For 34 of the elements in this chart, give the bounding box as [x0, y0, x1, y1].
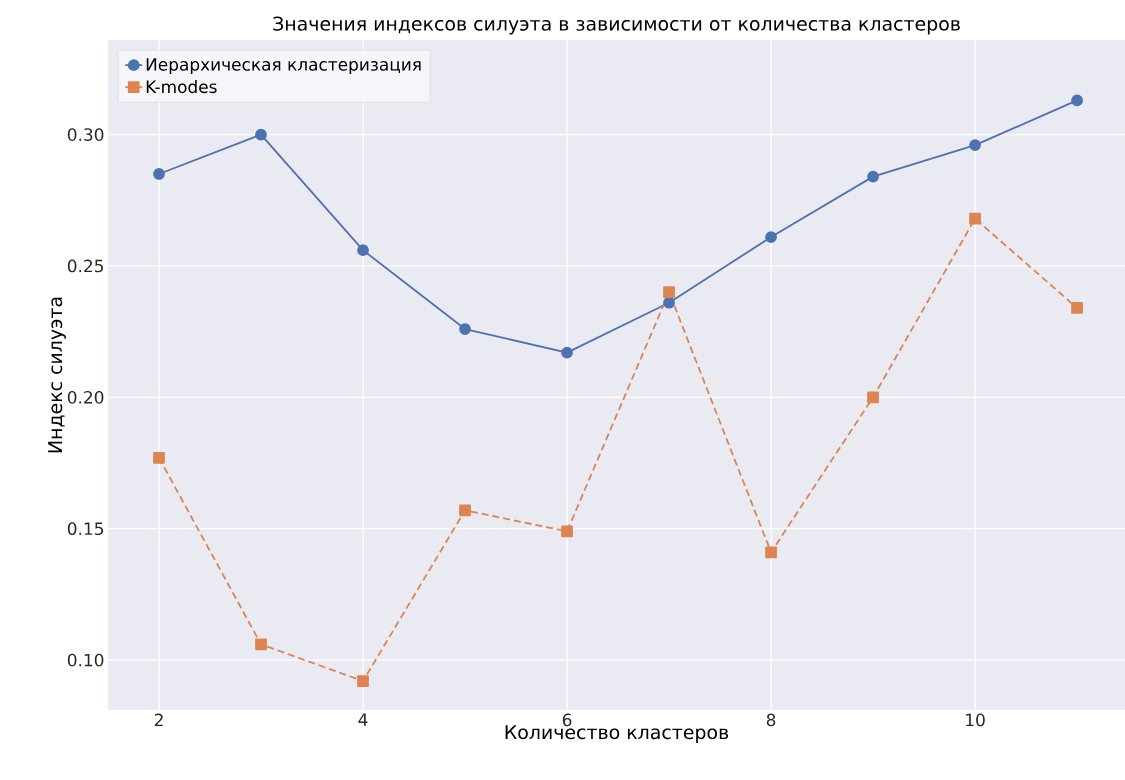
point — [765, 231, 777, 243]
y-tick-label: 0.20 — [67, 390, 104, 404]
y-tick-label: 0.25 — [67, 259, 103, 273]
legend-label: Иерархическая кластеризация — [146, 58, 421, 75]
point — [969, 212, 981, 225]
point — [663, 286, 675, 299]
x-tick-label: 6 — [562, 713, 572, 727]
x-tick-label: 8 — [766, 713, 776, 727]
legend-label: K-modes — [146, 80, 217, 94]
x-tick-label: 2 — [154, 713, 163, 727]
point — [255, 638, 267, 651]
point — [357, 675, 369, 687]
y-tick-label: 0.30 — [67, 128, 104, 141]
x-axis-title: Количество кластеров — [505, 725, 729, 743]
point — [459, 323, 471, 335]
point — [153, 168, 165, 180]
chart-title: Значения индексов силуэта в зависимости от количества кластеров — [273, 16, 960, 35]
x-tick-label: 10 — [966, 713, 985, 727]
point — [153, 451, 165, 464]
y-tick-label: 0.15 — [67, 522, 103, 536]
point — [255, 128, 267, 141]
point — [867, 391, 879, 404]
point — [765, 546, 777, 559]
point — [561, 346, 573, 359]
point — [357, 244, 369, 257]
point — [1071, 302, 1083, 314]
point — [867, 170, 879, 183]
y-tick-label: 0.10 — [67, 653, 104, 667]
point — [459, 504, 471, 517]
point — [969, 139, 981, 151]
point — [561, 525, 573, 538]
y-axis-title: Индекс силуэта — [48, 297, 66, 453]
point — [1071, 94, 1083, 107]
x-tick-label: 4 — [358, 713, 368, 726]
